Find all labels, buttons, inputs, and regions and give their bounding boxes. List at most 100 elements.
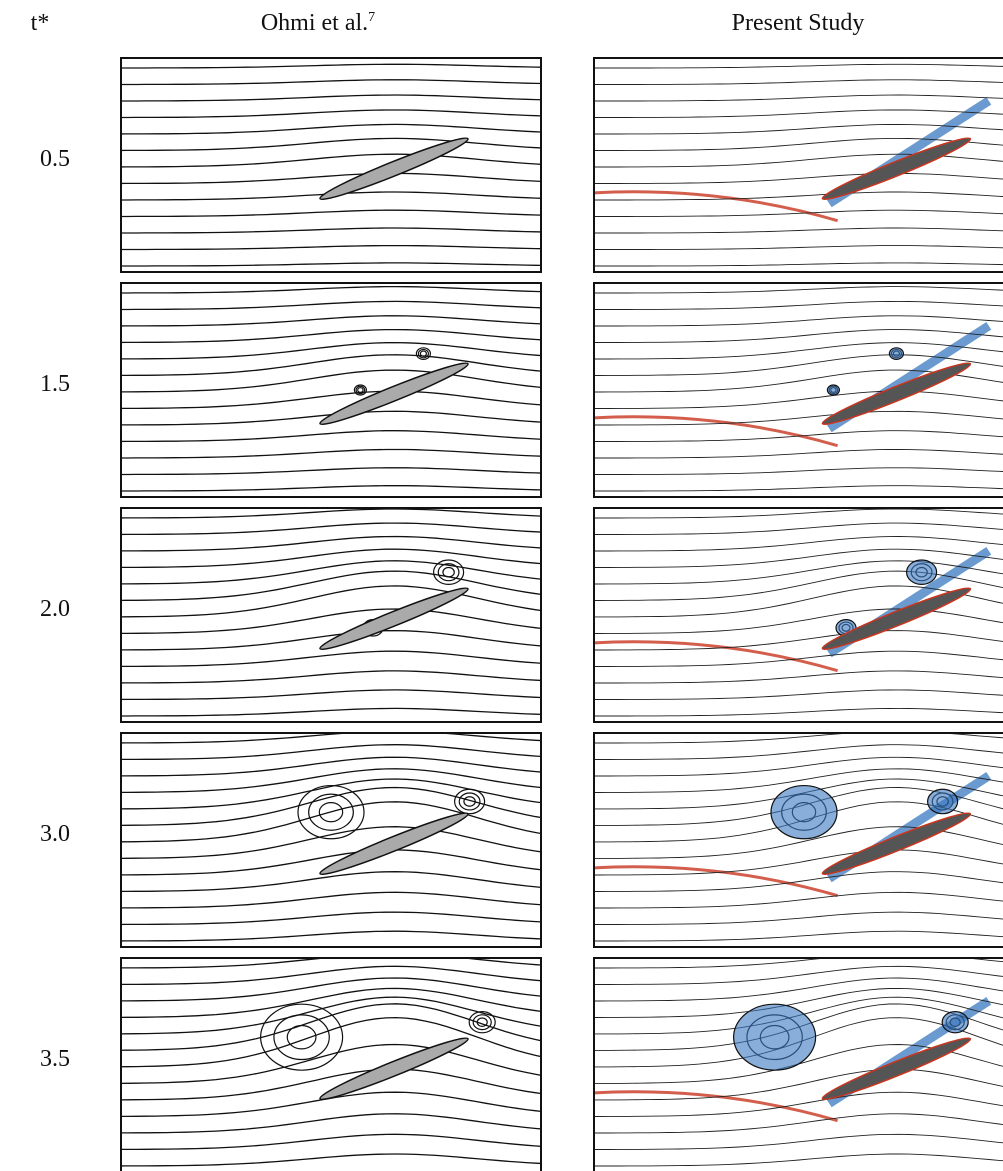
experiment-panel	[120, 507, 542, 723]
streamline	[121, 535, 541, 552]
streamline	[121, 756, 541, 777]
airfoil	[319, 137, 469, 201]
streamline	[594, 354, 1003, 376]
streamline	[121, 1016, 541, 1068]
row-label: 1.5	[40, 371, 70, 397]
streamline	[594, 390, 1003, 409]
streamline	[594, 965, 1003, 985]
streamline	[594, 650, 1003, 667]
vortex-ring	[770, 784, 838, 840]
streamline	[121, 467, 541, 476]
streamline	[121, 137, 541, 152]
vortex-ring	[454, 788, 486, 815]
streamline	[121, 209, 541, 218]
streamline	[121, 930, 541, 942]
streamline	[594, 508, 1003, 519]
streamline	[121, 1043, 541, 1085]
airfoil	[821, 137, 972, 201]
streamline	[594, 286, 1003, 294]
streamline	[594, 449, 1003, 459]
streamline	[121, 977, 541, 1002]
row-label: 0.5	[40, 146, 70, 172]
streamline	[594, 585, 1003, 618]
streamline	[594, 172, 1003, 184]
streamline	[121, 801, 541, 843]
panel-frame	[120, 957, 542, 1171]
vortex-ring	[353, 384, 367, 396]
streamline	[121, 1133, 541, 1151]
streamline	[594, 670, 1003, 684]
airfoil	[821, 587, 972, 651]
streamline	[121, 570, 541, 602]
streamline	[121, 891, 541, 909]
streamline	[594, 153, 1003, 168]
streamline	[121, 369, 541, 393]
streamline	[594, 109, 1003, 118]
streamline	[121, 670, 541, 684]
vortex-ring	[308, 793, 354, 831]
panel-frame	[593, 957, 1003, 1171]
vortex-ring	[437, 563, 460, 582]
airfoil	[319, 362, 469, 426]
vortex-ring	[927, 788, 959, 815]
panel-content	[121, 285, 541, 492]
streamline	[594, 467, 1003, 475]
vortex-ring	[472, 1014, 492, 1031]
streamline	[121, 485, 541, 492]
panel-frame	[120, 57, 542, 273]
streamline	[121, 1113, 541, 1134]
streamline	[121, 608, 541, 635]
streamline	[594, 536, 1003, 552]
streamline	[121, 911, 541, 926]
panel-frame	[120, 282, 542, 498]
streamline	[594, 300, 1003, 310]
streamline	[594, 191, 1003, 201]
vortex-ring	[297, 784, 365, 840]
streamline	[594, 826, 1003, 859]
streamline	[121, 987, 541, 1019]
streamline	[594, 1133, 1003, 1150]
panel-content	[121, 63, 541, 267]
panel-content	[121, 508, 541, 717]
vortex-ring	[733, 1003, 817, 1071]
streamline	[594, 430, 1003, 442]
left-title-ref: 7	[368, 10, 375, 25]
streamline	[594, 227, 1003, 234]
streamline	[121, 1153, 541, 1167]
streamline	[594, 911, 1003, 925]
vortex-ring	[415, 347, 431, 361]
streamline	[121, 548, 541, 569]
streamline	[594, 958, 1003, 969]
streamline	[594, 977, 1003, 1002]
streamline	[594, 485, 1003, 492]
streamline	[121, 430, 541, 443]
streamline	[121, 315, 541, 327]
streamline	[594, 756, 1003, 777]
streamline	[594, 548, 1003, 568]
vortex-ring	[442, 566, 455, 578]
row-label: 2.0	[40, 596, 70, 622]
streamline	[121, 786, 541, 827]
vortex-ring	[476, 1017, 488, 1027]
right-title: Present Study	[732, 10, 865, 36]
streamline	[594, 849, 1003, 876]
left-title: Ohmi et al.7	[261, 10, 375, 36]
streamline	[121, 390, 541, 410]
panel-frame	[120, 732, 542, 948]
streamline	[594, 689, 1003, 700]
streamline	[121, 522, 541, 536]
streamline	[121, 707, 541, 717]
streamline	[594, 94, 1003, 102]
streamline	[121, 285, 541, 294]
streamline	[121, 448, 541, 459]
streamline	[594, 209, 1003, 217]
streamline	[594, 744, 1003, 760]
panel-content	[594, 733, 1003, 942]
airfoil	[319, 587, 469, 651]
panel-frame	[593, 507, 1003, 723]
vortex-ring	[286, 1024, 317, 1050]
vortex-ring	[468, 1010, 496, 1034]
panel-content	[121, 958, 541, 1167]
simulation-panel	[593, 957, 1003, 1171]
streamline	[594, 137, 1003, 151]
